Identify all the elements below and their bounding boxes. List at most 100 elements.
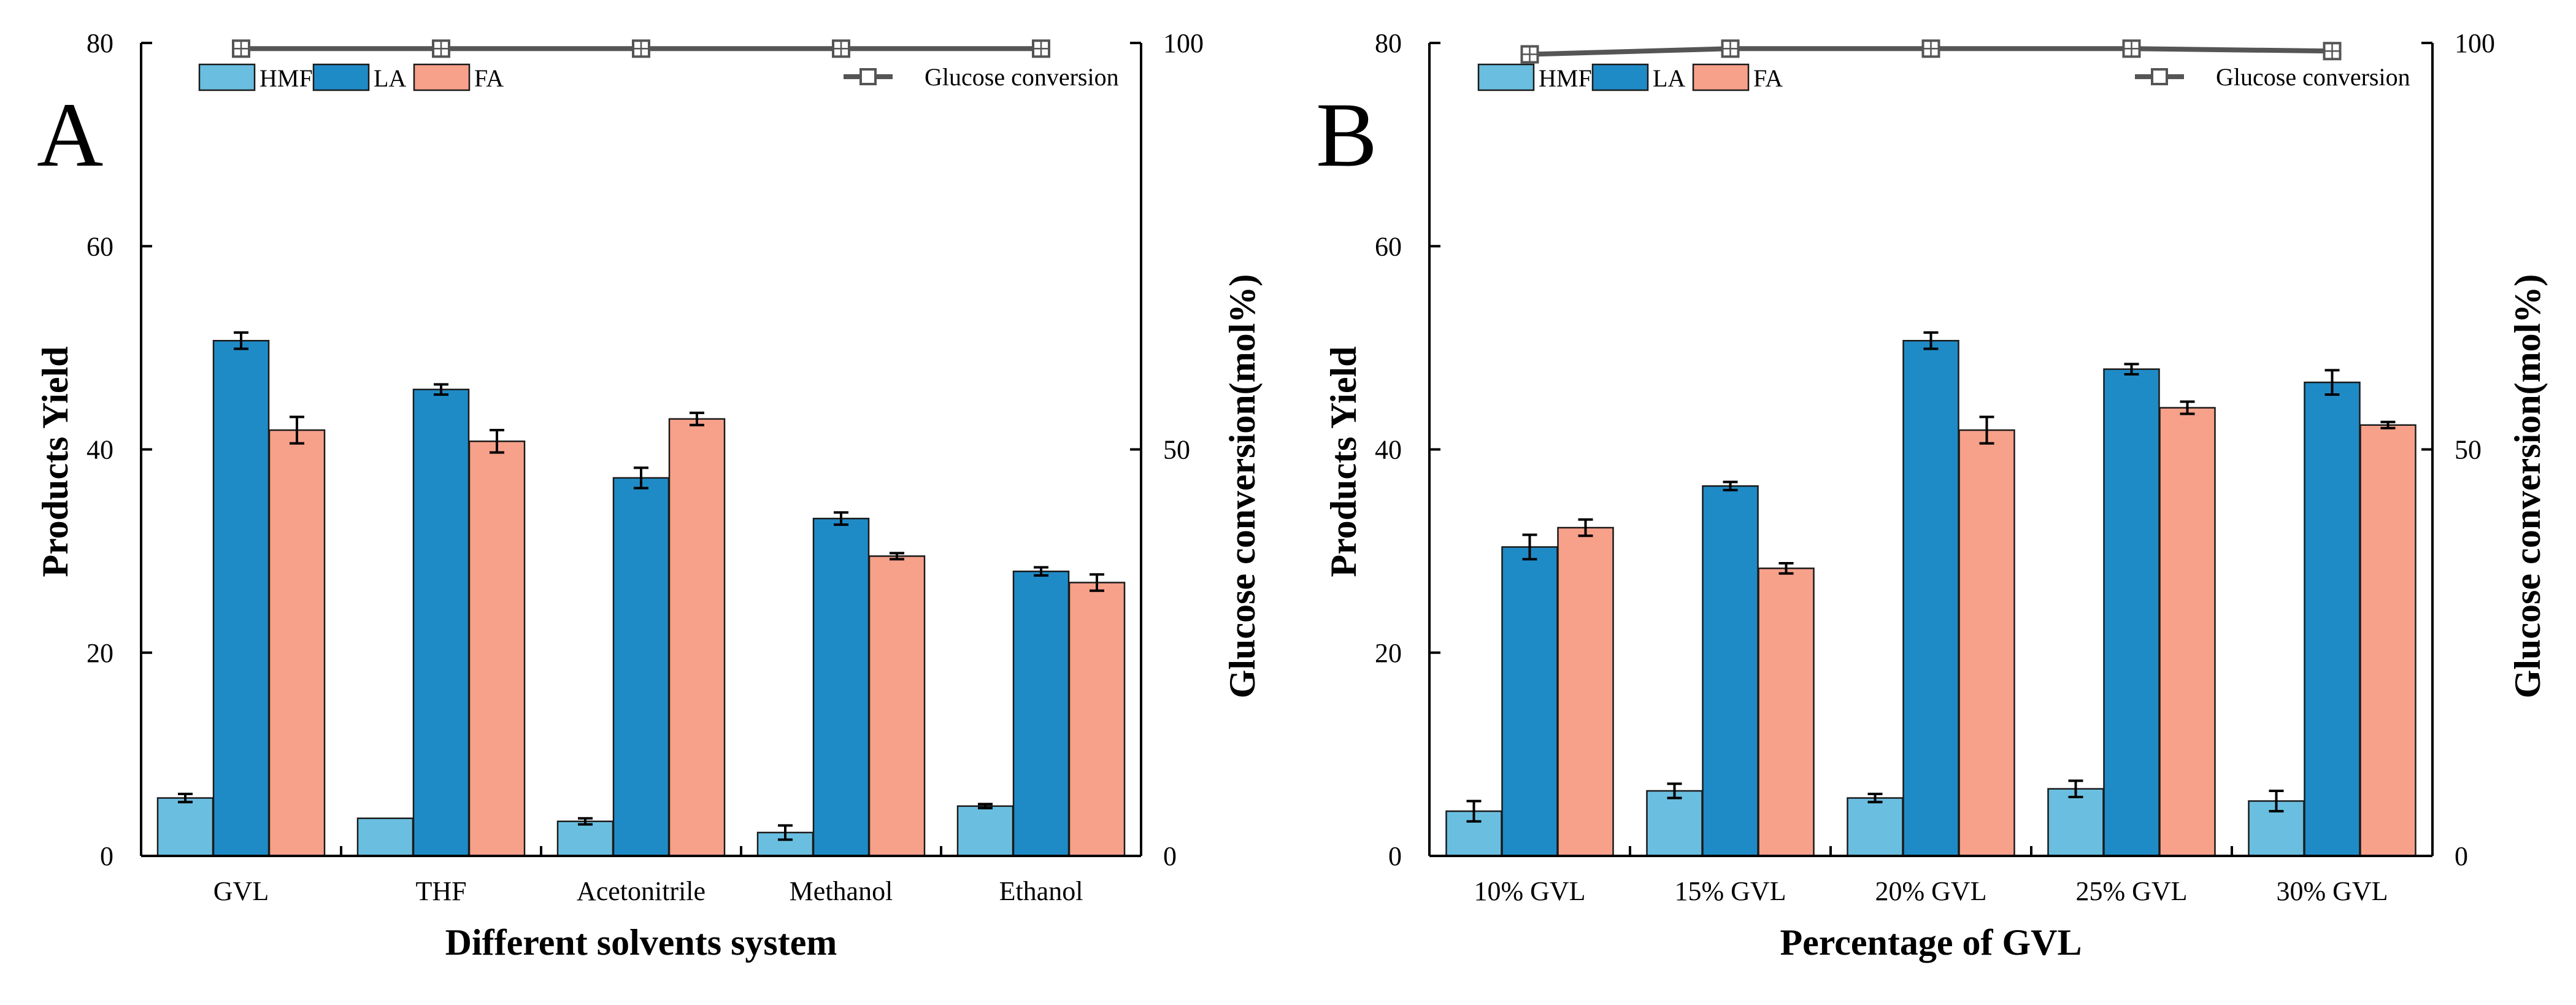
- bar-fa-5: [1068, 582, 1126, 857]
- legend-label-la: LA: [1653, 64, 1685, 92]
- legend-label-glucose: Glucose conversion: [2216, 63, 2410, 91]
- bar-hmf-5: [956, 805, 1014, 857]
- legend-glucose-marker: [2151, 68, 2168, 85]
- y-tick-label: 60: [1375, 231, 1402, 261]
- error-bar-hmf-3: [1867, 792, 1883, 804]
- error-bar-fa-5: [1090, 573, 1104, 592]
- legend-swatch-la: [312, 63, 370, 91]
- legend-label-fa: FA: [474, 64, 504, 92]
- y-axis-title: Products Yield: [1323, 346, 1364, 577]
- error-bar-hmf-5: [2269, 790, 2284, 813]
- y-tick-label: 20: [1375, 638, 1402, 668]
- glucose-point-cross-4: [833, 40, 849, 57]
- x-tick-label: THF: [415, 876, 466, 906]
- legend-swatch-fa: [413, 63, 471, 91]
- bar-fa-2: [1758, 568, 1815, 857]
- glucose-point-cross-4: [2123, 40, 2140, 57]
- glucose-point-cross-5: [2324, 43, 2340, 60]
- glucose-point-cross-2: [1722, 40, 1739, 57]
- bar-fa-3: [1958, 429, 2015, 857]
- y2-axis-title: Glucose conversion(mol%): [2507, 274, 2548, 699]
- legend-label-hmf: HMF: [260, 64, 313, 92]
- error-bar-la-3: [634, 466, 648, 490]
- error-bar-fa-4: [2180, 400, 2195, 415]
- error-bar-la-5: [2324, 369, 2340, 396]
- panel-letter: A: [37, 84, 103, 186]
- legend-swatch-hmf: [198, 63, 256, 91]
- y2-axis-title: Glucose conversion(mol%): [1222, 274, 1263, 699]
- y-tick-label: 80: [87, 28, 113, 58]
- legend-swatch-fa: [1692, 63, 1750, 91]
- error-bar-hmf-4: [2068, 779, 2083, 798]
- x-tick-label: Ethanol: [999, 876, 1083, 906]
- x-tick-label: GVL: [213, 876, 269, 906]
- x-tick-label: 10% GVL: [1474, 876, 1585, 906]
- error-bar-hmf-2: [1667, 782, 1682, 799]
- bar-fa-3: [668, 418, 726, 857]
- error-bar-la-2: [434, 383, 448, 396]
- bar-la-5: [1012, 571, 1070, 857]
- bar-hmf-2: [356, 817, 414, 857]
- glucose-point-cross-1: [233, 40, 249, 57]
- x-tick-label: Methanol: [790, 876, 893, 906]
- glucose-point-cross-1: [1521, 46, 1538, 63]
- glucose-point-cross-3: [1923, 40, 1939, 57]
- panel-b: B 0 20 40 60 80 0 50 100 10% GVL 15% GVL 20% GVL 25%…: [1316, 28, 2548, 963]
- error-bar-hmf-3: [578, 817, 593, 826]
- y-tick-label: 40: [87, 435, 113, 465]
- error-bar-fa-4: [890, 552, 904, 561]
- bar-hmf-1: [156, 797, 214, 857]
- legend-label-hmf: HMF: [1539, 64, 1592, 92]
- y2-tick-label: 0: [1163, 841, 1177, 871]
- bar-fa-1: [1557, 526, 1614, 857]
- legend-label-la: LA: [374, 64, 406, 92]
- error-bar-hmf-1: [1466, 799, 1482, 823]
- error-bar-hmf-4: [778, 824, 793, 841]
- bar-la-4: [2103, 368, 2160, 857]
- y2-tick-label: 0: [2455, 841, 2468, 871]
- error-bar-hmf-1: [178, 792, 193, 804]
- panel-letter: B: [1316, 84, 1377, 186]
- x-tick-label: 20% GVL: [1875, 876, 1986, 906]
- error-bar-la-1: [234, 331, 248, 350]
- error-bar-la-4: [834, 511, 848, 526]
- y2-tick-label: 50: [1163, 435, 1190, 465]
- x-tick-label: 30% GVL: [2276, 876, 2388, 906]
- bar-la-5: [2304, 381, 2361, 857]
- bar-fa-2: [468, 441, 526, 857]
- panel-a: A 0 20 40 60 80 0 50 100 GVL THF Acetonitrile Methan…: [35, 28, 1263, 963]
- legend-glucose-marker: [859, 68, 877, 85]
- legend-label-fa: FA: [1753, 64, 1783, 92]
- bar-fa-4: [2159, 407, 2216, 857]
- error-bar-fa-5: [2380, 420, 2396, 429]
- bar-hmf-2: [1646, 790, 1703, 857]
- x-tick-label: 15% GVL: [1674, 876, 1786, 906]
- bar-la-3: [1902, 340, 1959, 857]
- error-bar-fa-2: [490, 429, 504, 454]
- bar-la-2: [412, 388, 470, 857]
- bar-la-2: [1702, 485, 1759, 857]
- bar-fa-5: [2359, 424, 2416, 857]
- y-tick-label: 80: [1375, 28, 1402, 58]
- error-bar-la-5: [1034, 566, 1048, 577]
- y2-tick-label: 100: [2455, 28, 2495, 58]
- bar-hmf-3: [1847, 797, 1904, 857]
- y2-tick-label: 50: [2455, 435, 2482, 465]
- bar-la-1: [1501, 546, 1558, 857]
- glucose-point-cross-2: [433, 40, 449, 57]
- y-tick-label: 40: [1375, 435, 1402, 465]
- error-bar-fa-2: [1778, 562, 1794, 575]
- glucose-point-cross-3: [633, 40, 649, 57]
- bar-fa-4: [868, 555, 926, 857]
- bar-fa-1: [268, 429, 326, 857]
- error-bar-la-2: [1723, 480, 1738, 491]
- error-bar-la-3: [1923, 331, 1939, 350]
- bar-la-3: [612, 477, 670, 857]
- y-tick-label: 20: [87, 638, 113, 668]
- y-tick-label: 0: [100, 841, 113, 871]
- error-bar-fa-1: [1578, 518, 1593, 537]
- error-bar-fa-3: [690, 411, 704, 426]
- legend-swatch-hmf: [1477, 63, 1535, 91]
- error-bar-hmf-5: [978, 803, 993, 810]
